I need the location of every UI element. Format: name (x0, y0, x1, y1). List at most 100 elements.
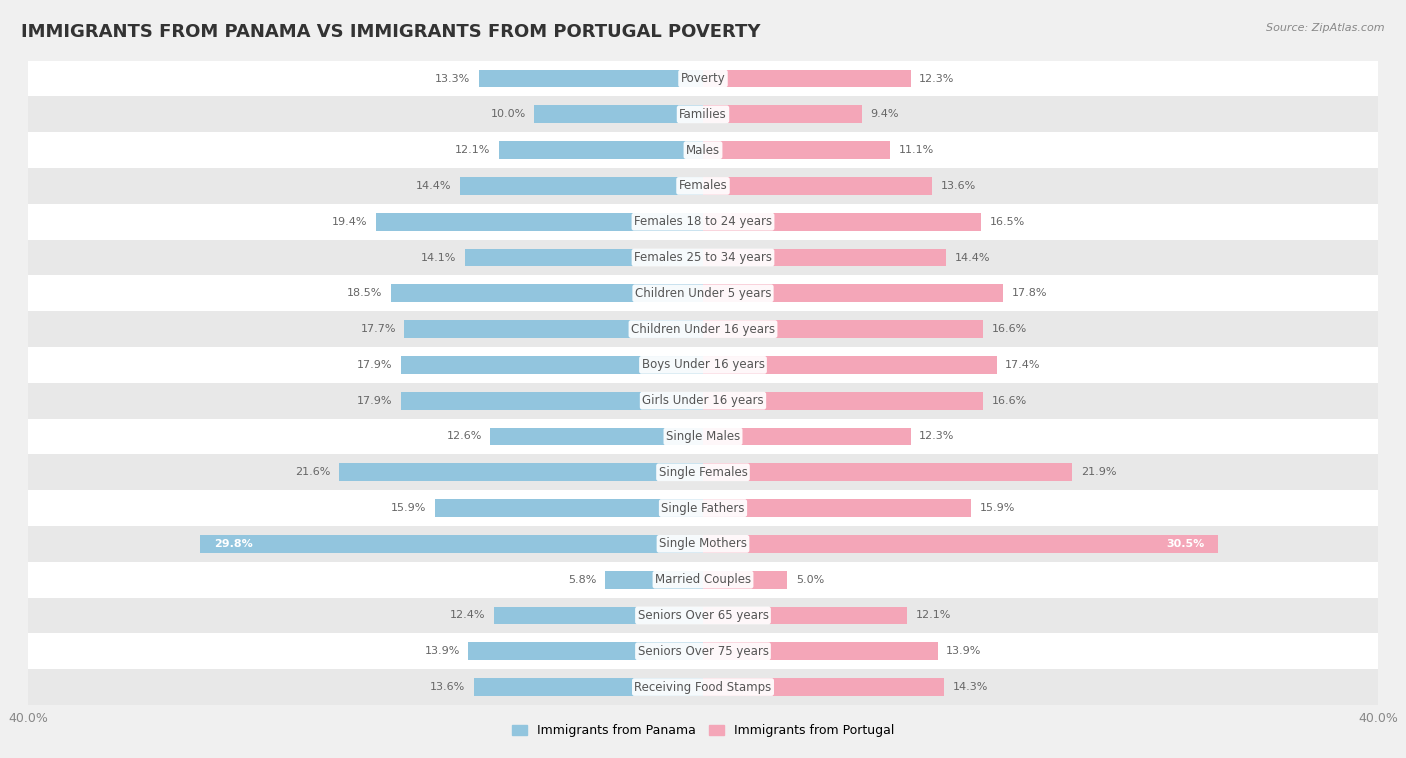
Bar (460, 177, 703, 195)
Text: 12.3%: 12.3% (920, 431, 955, 441)
Bar (703, 141, 890, 159)
Text: Children Under 16 years: Children Under 16 years (631, 323, 775, 336)
Bar (474, 678, 703, 696)
Bar (703, 105, 862, 124)
Text: Boys Under 16 years: Boys Under 16 years (641, 359, 765, 371)
Text: Married Couples: Married Couples (655, 573, 751, 586)
Bar (703, 320, 983, 338)
Text: Seniors Over 65 years: Seniors Over 65 years (637, 609, 769, 622)
Text: 14.4%: 14.4% (416, 181, 451, 191)
Bar (28, 418, 1378, 454)
Bar (703, 499, 972, 517)
Text: 13.9%: 13.9% (425, 647, 460, 656)
Bar (28, 240, 1378, 275)
Bar (703, 571, 787, 589)
Text: 12.6%: 12.6% (447, 431, 482, 441)
Bar (28, 454, 1378, 490)
Text: 16.6%: 16.6% (991, 396, 1026, 406)
Legend: Immigrants from Panama, Immigrants from Portugal: Immigrants from Panama, Immigrants from … (512, 725, 894, 738)
Text: Females 18 to 24 years: Females 18 to 24 years (634, 215, 772, 228)
Bar (703, 70, 911, 87)
Bar (491, 428, 703, 446)
Bar (391, 284, 703, 302)
Text: 16.6%: 16.6% (991, 324, 1026, 334)
Bar (703, 678, 945, 696)
Text: 13.3%: 13.3% (434, 74, 470, 83)
Text: 5.8%: 5.8% (568, 575, 596, 584)
Text: Families: Families (679, 108, 727, 121)
Bar (465, 249, 703, 267)
Text: 10.0%: 10.0% (491, 109, 526, 119)
Text: 13.6%: 13.6% (430, 682, 465, 692)
Text: Single Fathers: Single Fathers (661, 502, 745, 515)
Bar (434, 499, 703, 517)
Text: IMMIGRANTS FROM PANAMA VS IMMIGRANTS FROM PORTUGAL POVERTY: IMMIGRANTS FROM PANAMA VS IMMIGRANTS FRO… (21, 23, 761, 41)
Bar (28, 61, 1378, 96)
Text: 19.4%: 19.4% (332, 217, 367, 227)
Bar (28, 275, 1378, 312)
Bar (703, 249, 946, 267)
Text: 17.7%: 17.7% (360, 324, 396, 334)
Text: 17.9%: 17.9% (357, 396, 392, 406)
Text: 13.9%: 13.9% (946, 647, 981, 656)
Text: Females: Females (679, 180, 727, 193)
Bar (28, 490, 1378, 526)
Text: 15.9%: 15.9% (980, 503, 1015, 513)
Bar (703, 213, 981, 230)
Text: Children Under 5 years: Children Under 5 years (634, 287, 772, 300)
Text: Single Males: Single Males (666, 430, 740, 443)
Text: 29.8%: 29.8% (214, 539, 253, 549)
Bar (478, 70, 703, 87)
Text: 17.4%: 17.4% (1005, 360, 1040, 370)
Bar (28, 204, 1378, 240)
Text: 11.1%: 11.1% (898, 145, 934, 155)
Text: Receiving Food Stamps: Receiving Food Stamps (634, 681, 772, 694)
Bar (401, 392, 703, 409)
Bar (28, 597, 1378, 634)
Bar (703, 642, 938, 660)
Bar (703, 535, 1218, 553)
Text: Source: ZipAtlas.com: Source: ZipAtlas.com (1267, 23, 1385, 33)
Text: 14.1%: 14.1% (422, 252, 457, 262)
Bar (339, 463, 703, 481)
Bar (401, 356, 703, 374)
Bar (405, 320, 703, 338)
Text: 30.5%: 30.5% (1166, 539, 1204, 549)
Text: 21.9%: 21.9% (1081, 467, 1116, 478)
Text: 12.1%: 12.1% (915, 610, 950, 621)
Bar (28, 168, 1378, 204)
Bar (494, 606, 703, 625)
Bar (28, 96, 1378, 132)
Text: Males: Males (686, 143, 720, 157)
Text: 14.4%: 14.4% (955, 252, 990, 262)
Bar (375, 213, 703, 230)
Bar (703, 392, 983, 409)
Bar (703, 428, 911, 446)
Text: 14.3%: 14.3% (953, 682, 988, 692)
Bar (28, 312, 1378, 347)
Bar (28, 132, 1378, 168)
Text: 17.8%: 17.8% (1012, 288, 1047, 299)
Text: 12.4%: 12.4% (450, 610, 485, 621)
Bar (28, 383, 1378, 418)
Bar (534, 105, 703, 124)
Text: Single Females: Single Females (658, 465, 748, 479)
Bar (28, 669, 1378, 705)
Text: 5.0%: 5.0% (796, 575, 824, 584)
Text: 12.1%: 12.1% (456, 145, 491, 155)
Bar (468, 642, 703, 660)
Bar (28, 526, 1378, 562)
Bar (200, 535, 703, 553)
Bar (28, 634, 1378, 669)
Bar (499, 141, 703, 159)
Text: 17.9%: 17.9% (357, 360, 392, 370)
Text: 9.4%: 9.4% (870, 109, 898, 119)
Text: 16.5%: 16.5% (990, 217, 1025, 227)
Bar (703, 177, 932, 195)
Bar (703, 284, 1004, 302)
Text: 13.6%: 13.6% (941, 181, 976, 191)
Text: Seniors Over 75 years: Seniors Over 75 years (637, 645, 769, 658)
Text: Girls Under 16 years: Girls Under 16 years (643, 394, 763, 407)
Text: 18.5%: 18.5% (347, 288, 382, 299)
Text: Single Mothers: Single Mothers (659, 537, 747, 550)
